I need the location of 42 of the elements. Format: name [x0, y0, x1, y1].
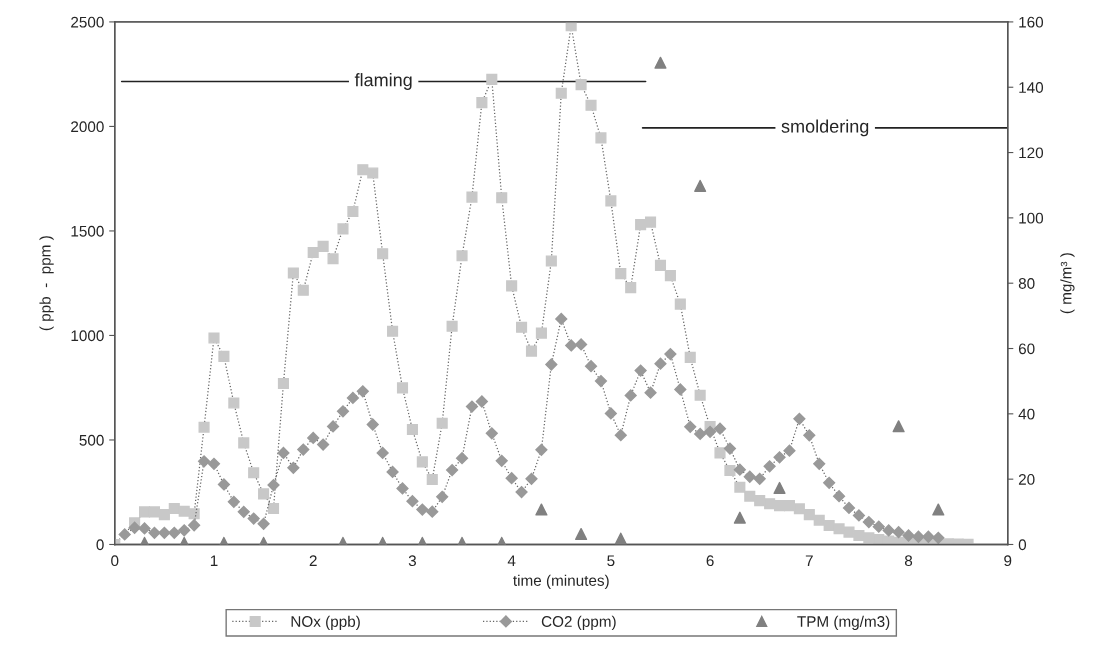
y2-axis-title: ( mg/m³ ): [1060, 253, 1075, 314]
x-tick-label: 3: [408, 555, 416, 567]
x-tick-label: 7: [805, 555, 813, 566]
point: [654, 56, 667, 69]
y2-tick-label: 0: [1018, 539, 1027, 551]
annotation: smoldering: [781, 119, 869, 137]
y-tick-label: 1000: [71, 330, 104, 342]
point: [733, 511, 746, 524]
legend-label: CO2 (ppm): [541, 615, 616, 630]
y-tick-label: 500: [79, 434, 104, 446]
point: [694, 179, 707, 192]
x-tick-label: 0: [111, 555, 119, 567]
point: [535, 503, 548, 516]
point: [932, 503, 945, 516]
y2-tick-label: 100: [1019, 212, 1044, 224]
y-tick-label: 1500: [71, 225, 104, 237]
y2-tick-label: 20: [1018, 474, 1035, 485]
y2-tick-label: 60: [1018, 343, 1035, 355]
y-tick-label: 0: [96, 539, 104, 551]
x-tick-label: 2: [309, 555, 317, 566]
y2-tick-label: 160: [1019, 16, 1044, 28]
y2-tick-label: 80: [1018, 278, 1035, 289]
x-tick-label: 1: [210, 555, 218, 566]
annotation: flaming: [354, 73, 412, 90]
x-tick-label: 6: [706, 555, 714, 567]
y-tick-label: 2500: [71, 16, 104, 28]
y2-tick-label: 120: [1019, 147, 1044, 159]
x-axis-title: time (minutes): [513, 574, 609, 589]
x-tick-label: 8: [904, 555, 913, 567]
point: [614, 532, 627, 545]
point: [773, 481, 786, 495]
legend-label: TPM (mg/m3): [797, 615, 890, 630]
legend-label: NOx (ppb): [291, 615, 360, 630]
y2-tick-label: 40: [1018, 408, 1035, 420]
point: [892, 420, 905, 433]
y-tick-label: 2000: [71, 121, 104, 133]
point: [575, 527, 588, 541]
y2-tick-label: 140: [1019, 82, 1044, 93]
y-axis-title: ( ppb - ppm ): [39, 236, 54, 331]
x-tick-label: 5: [607, 555, 615, 567]
x-tick-label: 4: [507, 555, 516, 566]
x-tick-label: 9: [1004, 555, 1012, 567]
